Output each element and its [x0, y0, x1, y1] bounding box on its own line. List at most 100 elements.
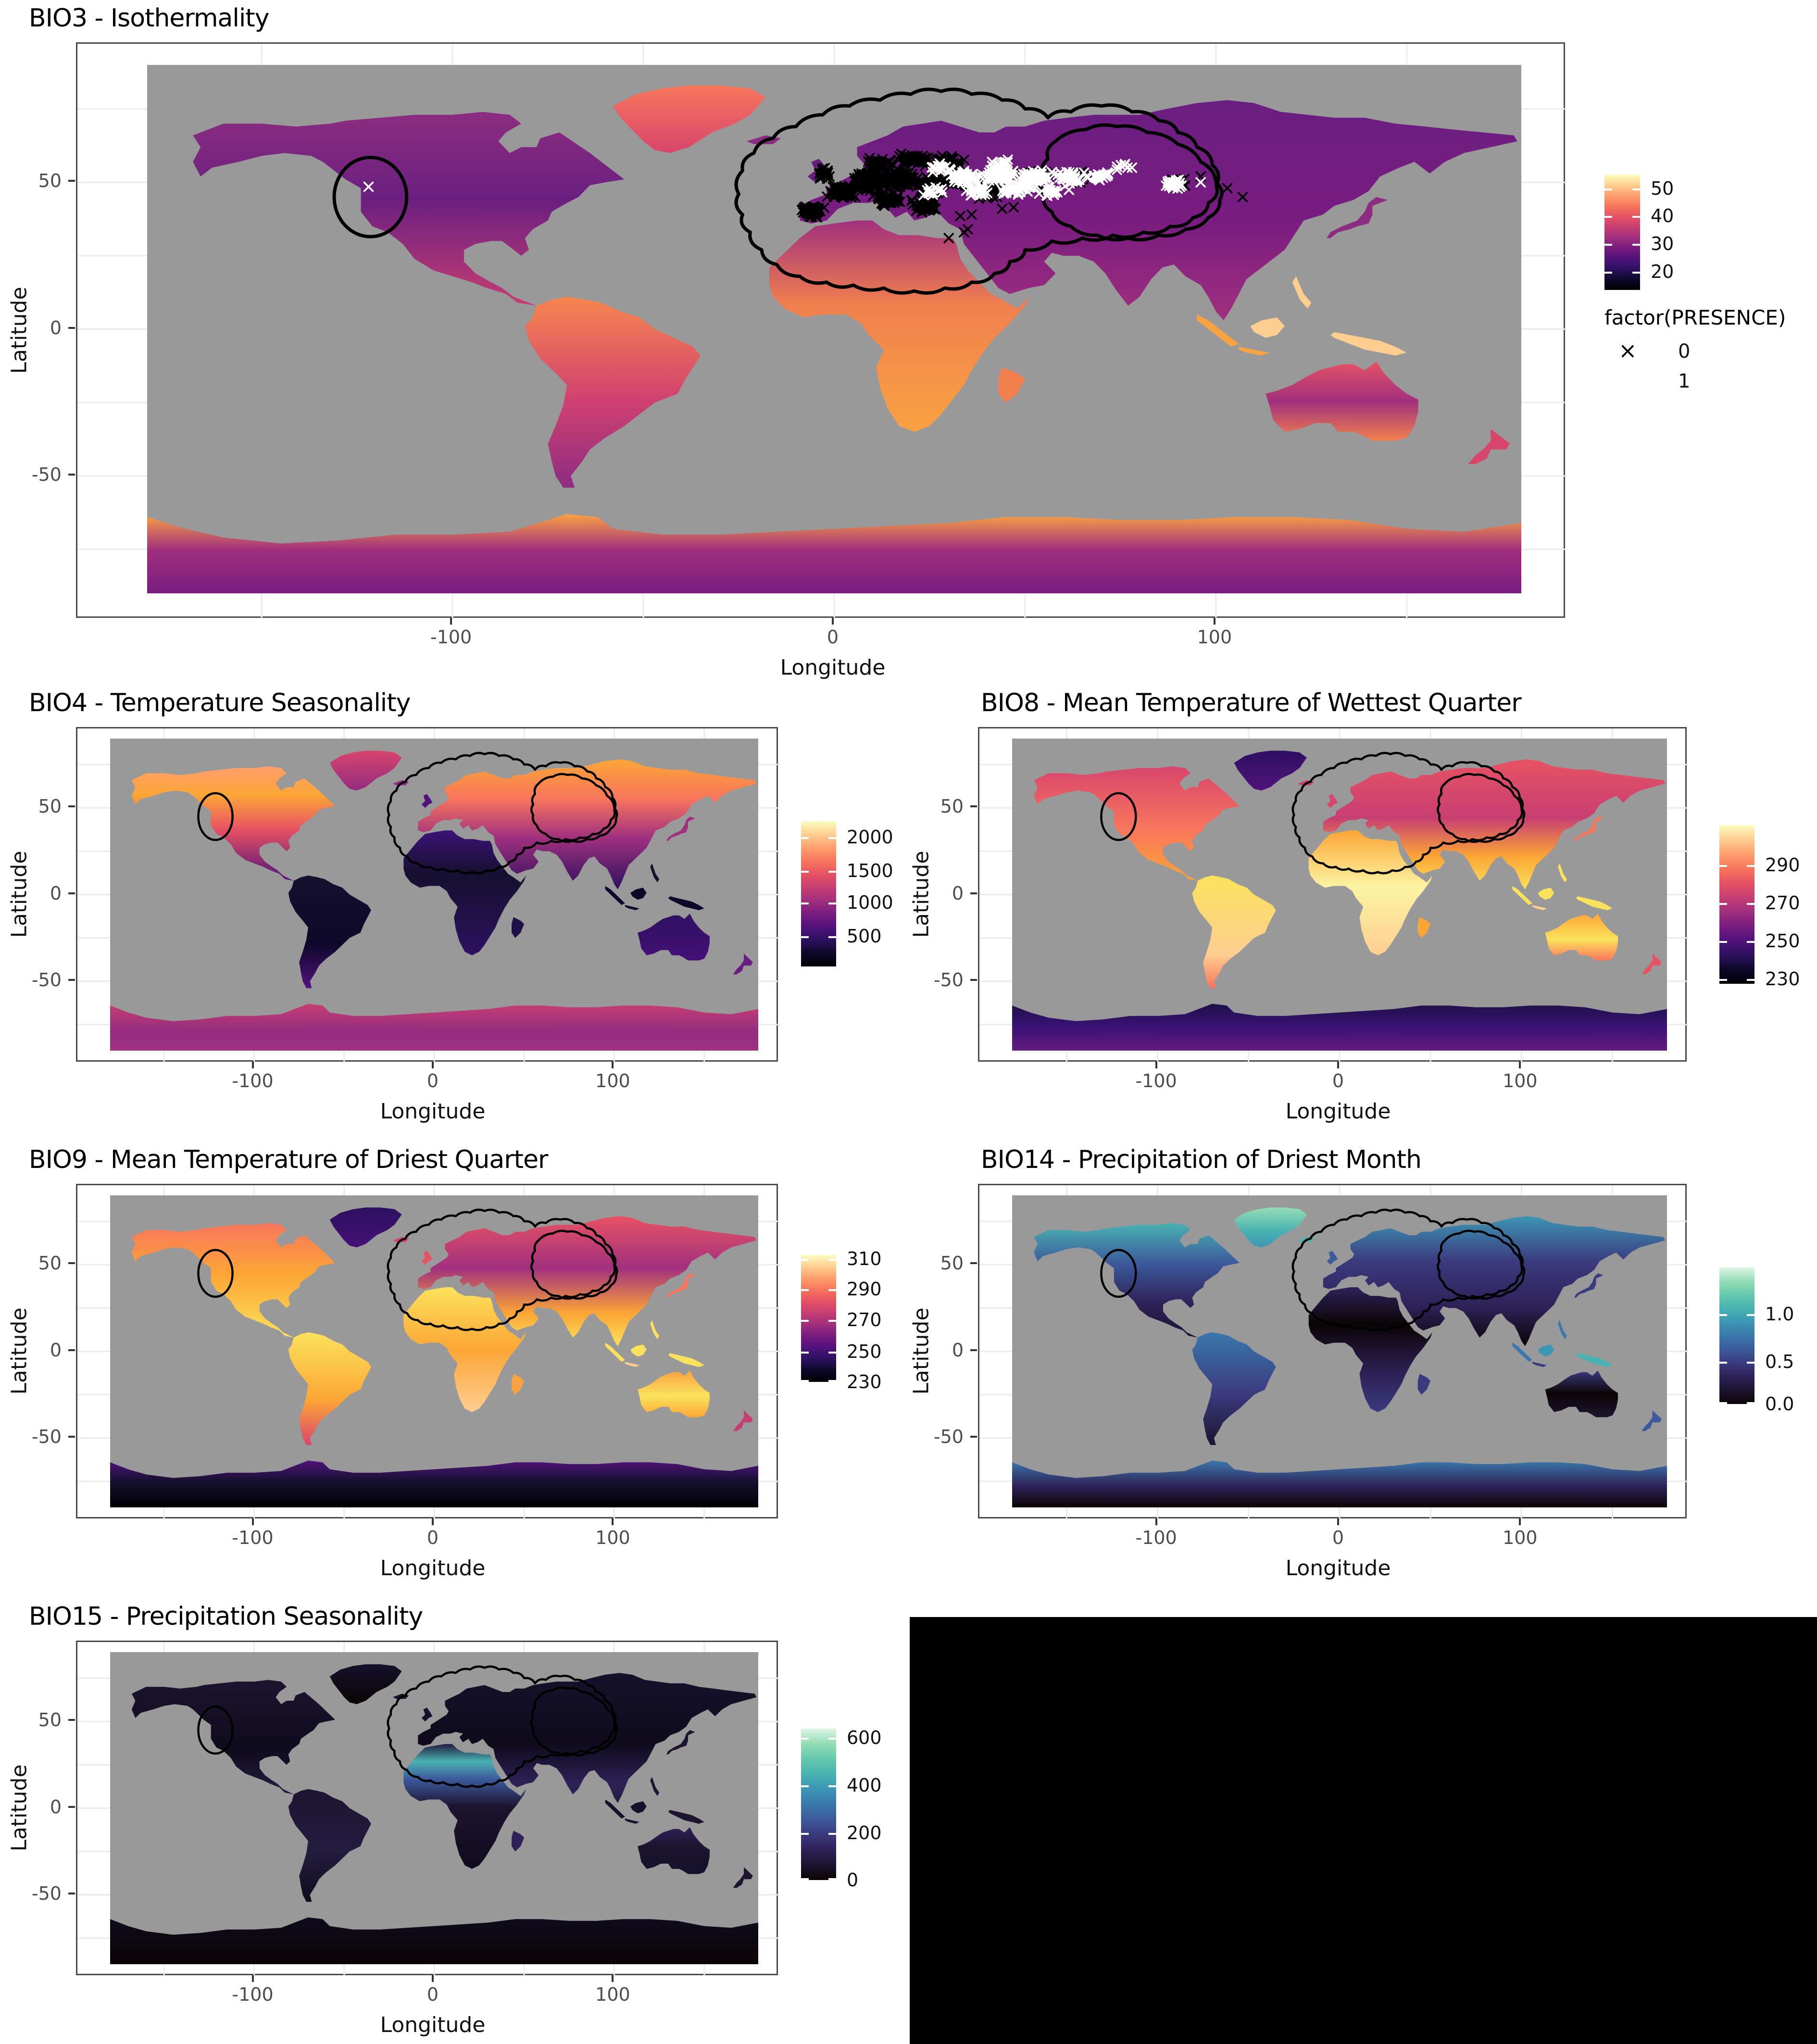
continent-japan — [666, 816, 695, 841]
continent-borneo — [630, 1801, 647, 1814]
bio8-x-tick-mark — [1519, 1062, 1521, 1068]
bio14-y-tick-mark — [970, 1262, 977, 1265]
bio14-colorbar-tick — [1719, 1314, 1727, 1316]
bio8-x-tick-label: 0 — [1332, 1070, 1344, 1091]
bio9-x-axis-title: Longitude — [380, 1556, 486, 1580]
bio14-colorbar — [1719, 1267, 1754, 1404]
bio3-colorbar-tick — [1632, 244, 1640, 246]
calibration-area-outline — [1291, 1208, 1524, 1331]
continent-newguinea — [668, 1353, 704, 1367]
bio14-x-tick-mark — [1519, 1518, 1521, 1525]
continent-eurasia — [800, 100, 1518, 321]
bio3-colorbar-tick — [1632, 216, 1640, 218]
continent-antarctica — [147, 514, 1521, 593]
bio4-x-tick-mark — [432, 1062, 434, 1068]
bio4-x-tick-mark — [251, 1062, 254, 1068]
bio15-colorbar-tick — [828, 1737, 836, 1740]
bio3-x-tick-label: 0 — [827, 627, 839, 648]
continent-greenland — [1234, 1207, 1307, 1248]
bio3-x-tick-label: -100 — [430, 627, 472, 648]
continent-southamerica — [288, 875, 371, 989]
bio9-y-tick-mark — [68, 1262, 75, 1265]
continent-northamerica — [131, 1223, 336, 1338]
continent-borneo — [630, 1344, 647, 1357]
bio3-y-tick-mark — [68, 473, 75, 476]
bio3-colorbar-tick-label: 40 — [1651, 205, 1674, 227]
continent-philippines — [1558, 863, 1567, 883]
bio8-colorbar-tick — [1747, 903, 1754, 905]
bio3-colorbar-tick — [1604, 244, 1612, 246]
calibration-area-ellipse — [1100, 792, 1137, 841]
bio9-y-tick-label: 0 — [50, 1339, 62, 1361]
continent-antarctica — [110, 1460, 758, 1507]
absence-point-markers — [797, 149, 1248, 243]
bio3-x-tick-mark — [832, 618, 834, 625]
bio14-colorbar-tick-label: 1.0 — [1765, 1303, 1794, 1325]
bio9-colorbar-tick — [828, 1289, 836, 1292]
bio15-colorbar-tick — [801, 1833, 809, 1835]
continent-philippines — [1292, 276, 1312, 309]
bio3-y-tick-mark — [68, 180, 75, 182]
bio9-colorbar-tick-label: 230 — [847, 1371, 882, 1392]
continent-southamerica — [525, 297, 701, 488]
bio8-y-tick-mark — [970, 892, 977, 894]
bio9-y-tick-mark — [68, 1435, 75, 1438]
bio3-y-tick-label: 0 — [50, 317, 62, 339]
continent-eurasia — [418, 759, 757, 890]
continent-southamerica — [288, 1332, 371, 1445]
bio9-y-tick-label: -50 — [31, 1426, 62, 1447]
bio9-y-tick-mark — [68, 1349, 75, 1351]
bio15-y-tick-label: 0 — [50, 1796, 62, 1818]
bio4-map-panel — [76, 727, 779, 1063]
bio14-y-tick-mark — [970, 1435, 977, 1438]
continent-java — [625, 1362, 639, 1367]
continent-greenland — [329, 1664, 402, 1705]
bio4-colorbar-tick — [801, 837, 809, 840]
continent-madagascar — [512, 917, 525, 938]
calibration-area-outline — [734, 88, 1220, 295]
bio15-colorbar-tick — [801, 1737, 809, 1740]
bio14-x-tick-label: -100 — [1135, 1527, 1177, 1548]
bio3-colorbar-tick-label: 50 — [1651, 177, 1674, 199]
bio3-colorbar-tick — [1632, 188, 1640, 190]
bio8-x-tick-mark — [1155, 1062, 1157, 1068]
bio4-colorbar-tick — [828, 837, 836, 840]
bio4-colorbar-tick — [801, 936, 809, 938]
bio3-y-axis-title: Latitude — [7, 286, 32, 374]
continent-borneo — [1538, 888, 1554, 900]
bio8-y-tick-label: 0 — [952, 882, 964, 904]
bio9-colorbar-tick — [828, 1380, 836, 1382]
bio8-colorbar-tick — [1747, 979, 1754, 981]
bio9-x-tick-label: -100 — [232, 1527, 274, 1548]
continent-madagascar — [512, 1831, 525, 1852]
bio8-colorbar-tick — [1719, 865, 1727, 867]
bio3-colorbar-tick-label: 30 — [1651, 233, 1674, 254]
bio15-colorbar-tick — [828, 1878, 836, 1880]
bio8-x-tick-label: 100 — [1503, 1070, 1538, 1091]
continent-sumatra — [605, 1342, 625, 1362]
bio4-colorbar-tick — [801, 870, 809, 873]
bio9-x-tick-mark — [432, 1518, 434, 1525]
bio3-map-panel — [76, 42, 1566, 619]
bio14-colorbar-tick-label: 0.0 — [1765, 1393, 1794, 1415]
bio8-world-raster — [1012, 739, 1667, 1051]
presence-point-markers — [363, 154, 1206, 201]
continent-japan — [1327, 197, 1388, 238]
bio14-x-tick-label: 100 — [1503, 1527, 1538, 1548]
bio14-colorbar-tick-label: 0.5 — [1765, 1351, 1794, 1372]
continent-northamerica — [1034, 766, 1240, 881]
bio14-colorbar-tick — [1747, 1402, 1754, 1404]
bio14-plot-title: BIO14 - Precipitation of Driest Month — [981, 1145, 1422, 1174]
continent-greenland — [613, 85, 766, 153]
bio8-x-tick-label: -100 — [1135, 1070, 1177, 1091]
continent-newguinea — [1576, 896, 1613, 910]
presence-legend-title: factor(PRESENCE) — [1604, 306, 1786, 329]
bio4-colorbar-tick — [828, 903, 836, 905]
bio8-y-tick-mark — [970, 805, 977, 808]
bio4-y-tick-label: 0 — [50, 882, 62, 904]
bio14-colorbar-tick — [1747, 1314, 1754, 1316]
bio8-colorbar-tick — [1747, 865, 1754, 867]
continent-antarctica — [110, 1003, 758, 1051]
continent-sumatra — [605, 1799, 625, 1819]
